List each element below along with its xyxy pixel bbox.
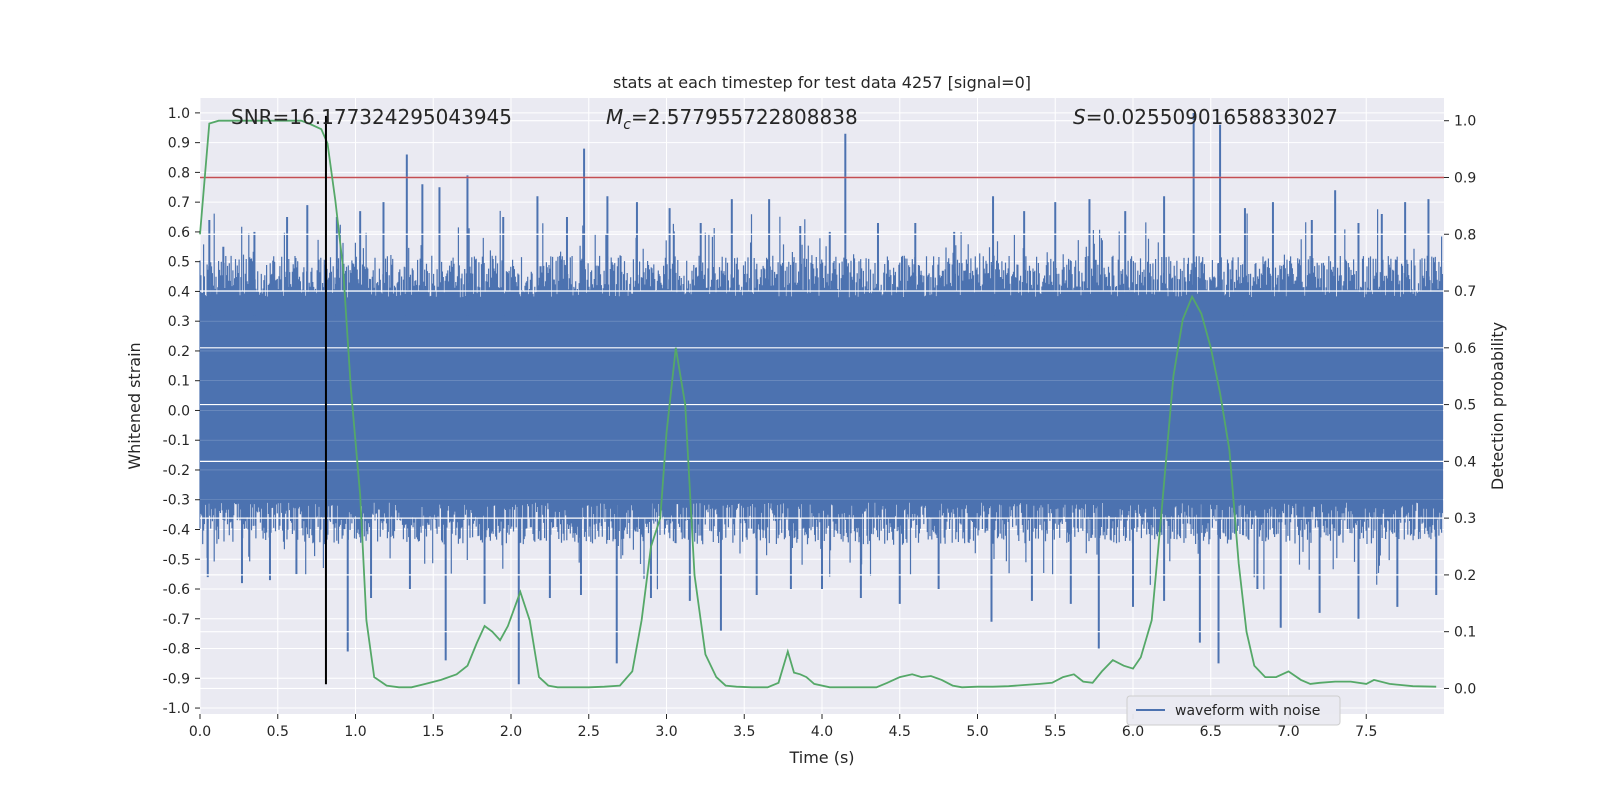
y-tick-label: -0.6 bbox=[163, 582, 190, 598]
x-tick-label: 2.0 bbox=[500, 724, 522, 740]
x-tick-label: 4.0 bbox=[811, 724, 833, 740]
y2-tick-label: 0.8 bbox=[1454, 227, 1476, 243]
y-tick-label: 1.0 bbox=[168, 106, 190, 122]
x-tick-label: 0.0 bbox=[189, 724, 211, 740]
x-tick-label: 0.5 bbox=[267, 724, 289, 740]
y2-tick-label: 1.0 bbox=[1454, 114, 1476, 130]
x-tick-label: 5.5 bbox=[1044, 724, 1066, 740]
legend-label: waveform with noise bbox=[1175, 703, 1320, 719]
y-tick-label: -0.5 bbox=[163, 552, 190, 568]
y-tick-label: 0.5 bbox=[168, 255, 190, 271]
x-tick-label: 4.5 bbox=[889, 724, 911, 740]
x-tick-label: 2.5 bbox=[578, 724, 600, 740]
y2-tick-label: 0.5 bbox=[1454, 398, 1476, 414]
y-tick-label: -0.3 bbox=[163, 493, 190, 509]
y-tick-label: -0.4 bbox=[163, 522, 190, 538]
x-tick-label: 6.0 bbox=[1122, 724, 1144, 740]
y2-tick-label: 0.4 bbox=[1454, 454, 1476, 470]
y-tick-label: 0.1 bbox=[168, 374, 190, 390]
s-value: =0.025509016588330​27 bbox=[1086, 105, 1338, 129]
s-annotation: S=0.025509016588330​27 bbox=[1073, 105, 1338, 129]
y-tick-label: -1.0 bbox=[163, 701, 190, 717]
overlays bbox=[199, 115, 1444, 689]
y-tick-label: 0.0 bbox=[168, 403, 190, 419]
y-tick-label: -0.1 bbox=[163, 433, 190, 449]
s-symbol: S bbox=[1073, 105, 1086, 129]
y-tick-label: 0.9 bbox=[168, 136, 190, 152]
x-tick-label: 3.0 bbox=[655, 724, 677, 740]
x-axis-ticks: 0.0 0.5 1.0 1.5 2.0 2.5 3.0 3.5 4.0 4.5 5.0 5.5 6.0 6… bbox=[189, 714, 1377, 740]
y-axis-ticks: 1.0 0.9 0.8 0.7 0.6 0.5 0.4 0.3 0.2 0.1 0.0 -0.1 -0.… bbox=[163, 106, 200, 717]
y-tick-label: -0.7 bbox=[163, 612, 190, 628]
y2-axis-label: Detection probability bbox=[1488, 322, 1507, 490]
mc-subscript: c bbox=[623, 117, 631, 133]
y-tick-label: -0.2 bbox=[163, 463, 190, 479]
x-tick-label: 1.5 bbox=[422, 724, 444, 740]
snr-annotation: SNR=16.177324295043945 bbox=[231, 105, 512, 129]
y2-tick-label: 0.3 bbox=[1454, 511, 1476, 527]
y-tick-label: 0.4 bbox=[168, 284, 190, 300]
y2-tick-label: 0.2 bbox=[1454, 568, 1476, 584]
waveform-core bbox=[200, 315, 1443, 485]
y-axis-label: Whitened strain bbox=[125, 342, 144, 469]
y-tick-label: -0.8 bbox=[163, 642, 190, 658]
detection-probability-line bbox=[199, 119, 1437, 689]
y-tick-label: -0.9 bbox=[163, 671, 190, 687]
y2-axis-ticks: 1.0 0.9 0.8 0.7 0.6 0.5 0.4 0.3 0.2 0.1 0.0 bbox=[1444, 114, 1476, 697]
y2-tick-label: 0.0 bbox=[1454, 681, 1476, 697]
x-tick-label: 1.0 bbox=[344, 724, 366, 740]
chart-title: stats at each timestep for test data 425… bbox=[613, 73, 1031, 92]
y-tick-label: 0.6 bbox=[168, 225, 190, 241]
mc-annotation: Mc=2.577955722808838 bbox=[606, 105, 858, 133]
y2-tick-label: 0.7 bbox=[1454, 284, 1476, 300]
y2-tick-label: 0.1 bbox=[1454, 625, 1476, 641]
x-tick-label: 7.5 bbox=[1355, 724, 1377, 740]
mc-symbol: M bbox=[606, 105, 623, 129]
y-tick-label: 0.2 bbox=[168, 344, 190, 360]
x-tick-label: 7.0 bbox=[1277, 724, 1299, 740]
y-tick-label: 0.3 bbox=[168, 314, 190, 330]
x-tick-label: 5.0 bbox=[966, 724, 988, 740]
y2-tick-label: 0.6 bbox=[1454, 341, 1476, 357]
x-axis-label: Time (s) bbox=[788, 748, 854, 767]
legend-box bbox=[1126, 695, 1341, 726]
x-tick-label: 6.5 bbox=[1200, 724, 1222, 740]
waveform-series bbox=[199, 112, 1444, 690]
y-tick-label: 0.7 bbox=[168, 195, 190, 211]
x-tick-label: 3.5 bbox=[733, 724, 755, 740]
y2-tick-label: 0.9 bbox=[1454, 170, 1476, 186]
legend: waveform with noise bbox=[1126, 695, 1341, 726]
mc-value: =2.577955722808838 bbox=[631, 105, 858, 129]
y-tick-label: 0.8 bbox=[168, 165, 190, 181]
